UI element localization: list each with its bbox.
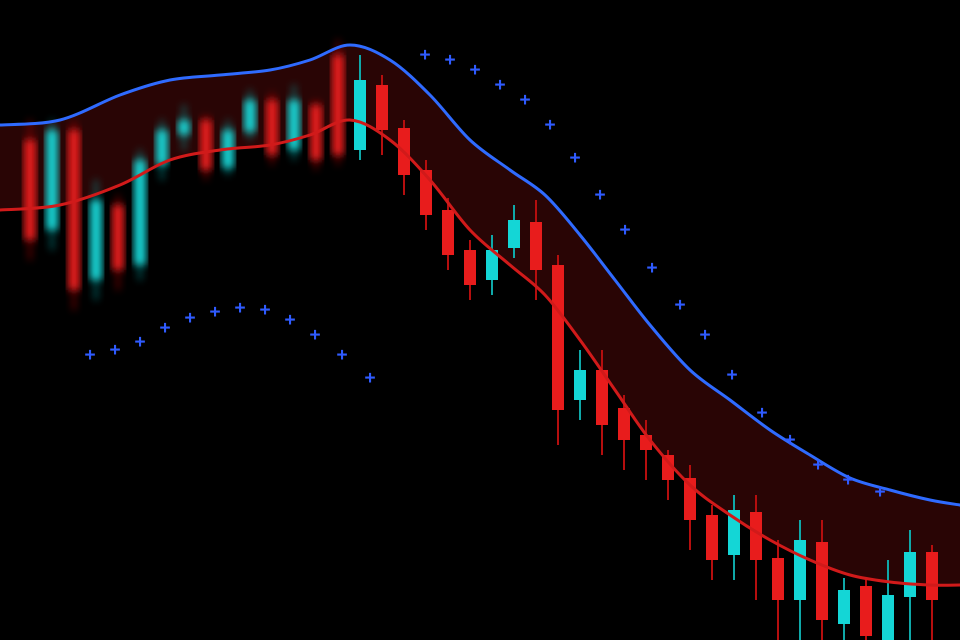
sar-dot-upper: + [545, 115, 556, 136]
candle-body [244, 100, 256, 132]
sar-dot-lower: + [85, 345, 96, 366]
candle-body [376, 85, 388, 130]
sar-dot-upper: + [595, 185, 606, 206]
candle-bearish [332, 40, 344, 165]
sar-dot-lower: + [135, 332, 146, 353]
sar-dot-upper: + [420, 45, 431, 66]
sar-dot-lower: + [285, 310, 296, 331]
sar-dot-upper: + [843, 470, 854, 491]
sar-dot-upper: + [727, 365, 738, 386]
candle-body [46, 130, 58, 230]
sar-dot-lower: + [235, 298, 246, 319]
sar-dot-lower: + [310, 325, 321, 346]
candle-body [706, 515, 718, 560]
candle-body [24, 140, 36, 240]
candle-body [904, 552, 916, 597]
candle-body [838, 590, 850, 624]
candle-body [508, 220, 520, 248]
sar-dot-upper: + [570, 148, 581, 169]
candle-body [772, 558, 784, 600]
sar-dot-upper: + [785, 430, 796, 451]
candle-body [288, 100, 300, 150]
candle-body [926, 552, 938, 600]
candle-body [178, 120, 190, 135]
candle-bullish [134, 150, 146, 280]
candle-body [442, 210, 454, 255]
candle-bearish [68, 120, 80, 310]
candle-body [530, 222, 542, 270]
candle-body [882, 595, 894, 640]
candle-body [860, 586, 872, 636]
sar-dot-upper: + [875, 482, 886, 503]
candle-bearish [860, 580, 872, 640]
candle-body [794, 540, 806, 600]
candle-body [68, 130, 80, 290]
sar-dot-upper: + [757, 403, 768, 424]
candle-body [354, 80, 366, 150]
candlestick-chart: + + + + + + + + + + + + + + + + + + + + + + + + + + + + + + [0, 0, 960, 640]
candle-body [332, 55, 344, 155]
sar-dot-upper: + [470, 60, 481, 81]
candle-bearish [24, 120, 36, 260]
candle-body [464, 250, 476, 285]
sar-dot-lower: + [365, 368, 376, 389]
sar-dot-lower: + [260, 300, 271, 321]
candle-body [552, 265, 564, 410]
candle-bearish [266, 92, 278, 165]
candle-body [112, 205, 124, 270]
sar-dot-upper: + [620, 220, 631, 241]
sar-dot-upper: + [813, 455, 824, 476]
candle-body [618, 408, 630, 440]
sar-dot-upper: + [445, 50, 456, 71]
candle-body [200, 120, 212, 170]
sar-dot-upper: + [675, 295, 686, 316]
sar-dot-lower: + [185, 308, 196, 329]
sar-dot-lower: + [210, 302, 221, 323]
candle-body [90, 200, 102, 280]
sar-dot-lower: + [110, 340, 121, 361]
candle-body [816, 542, 828, 620]
sar-dot-upper: + [700, 325, 711, 346]
sar-dot-lower: + [160, 318, 171, 339]
candle-body [574, 370, 586, 400]
sar-dot-upper: + [495, 75, 506, 96]
sar-dot-lower: + [337, 345, 348, 366]
sar-dot-upper: + [520, 90, 531, 111]
sar-dot-upper: + [647, 258, 658, 279]
candle-body [156, 130, 168, 165]
